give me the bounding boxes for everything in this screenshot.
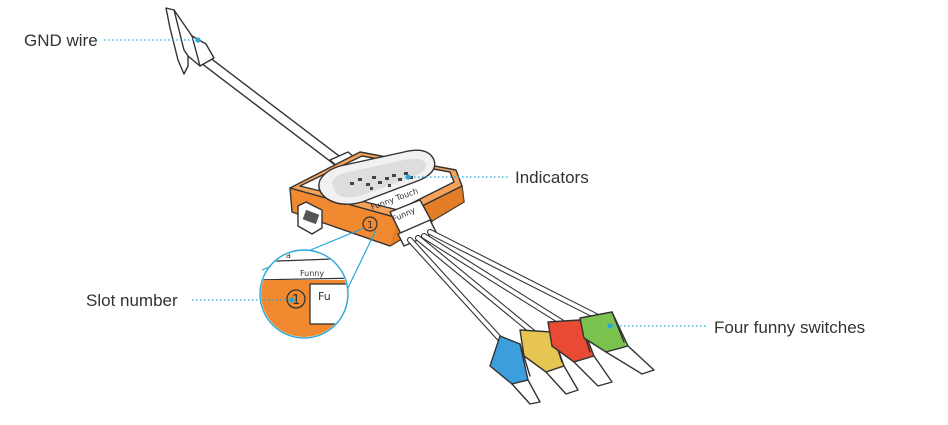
- switch-wires: [407, 229, 603, 353]
- slot-number-label: Slot number: [86, 291, 178, 310]
- callout-gnd-wire: GND wire: [24, 31, 201, 50]
- switch-clip-blue: [489, 335, 541, 405]
- side-connector: [297, 201, 323, 235]
- zoom-slot-digit: 1: [292, 293, 300, 308]
- four-switches-label: Four funny switches: [714, 318, 865, 337]
- switch-clip-red: [547, 319, 613, 387]
- gnd-clip: [165, 7, 215, 75]
- gnd-wire: [165, 7, 361, 173]
- indicators-label: Indicators: [515, 168, 589, 187]
- switch-clip-green: [579, 311, 655, 375]
- gnd-wire-label: GND wire: [24, 31, 98, 50]
- callout-four-switches: Four funny switches: [607, 318, 865, 337]
- zoom-plug-label: Fu: [318, 290, 331, 303]
- slot-zoom-inset: a Funny 1 Fu: [259, 227, 377, 339]
- zoom-marker: a: [286, 251, 291, 260]
- funny-touch-module: Funny Touch 1 Funny: [289, 149, 465, 247]
- slot-number-badge: 1: [362, 216, 378, 232]
- callout-slot-number: Slot number: [86, 291, 295, 310]
- zoom-strip-label: Funny: [300, 269, 324, 278]
- callout-indicators: Indicators: [405, 168, 589, 187]
- slot-number-digit: 1: [367, 220, 373, 231]
